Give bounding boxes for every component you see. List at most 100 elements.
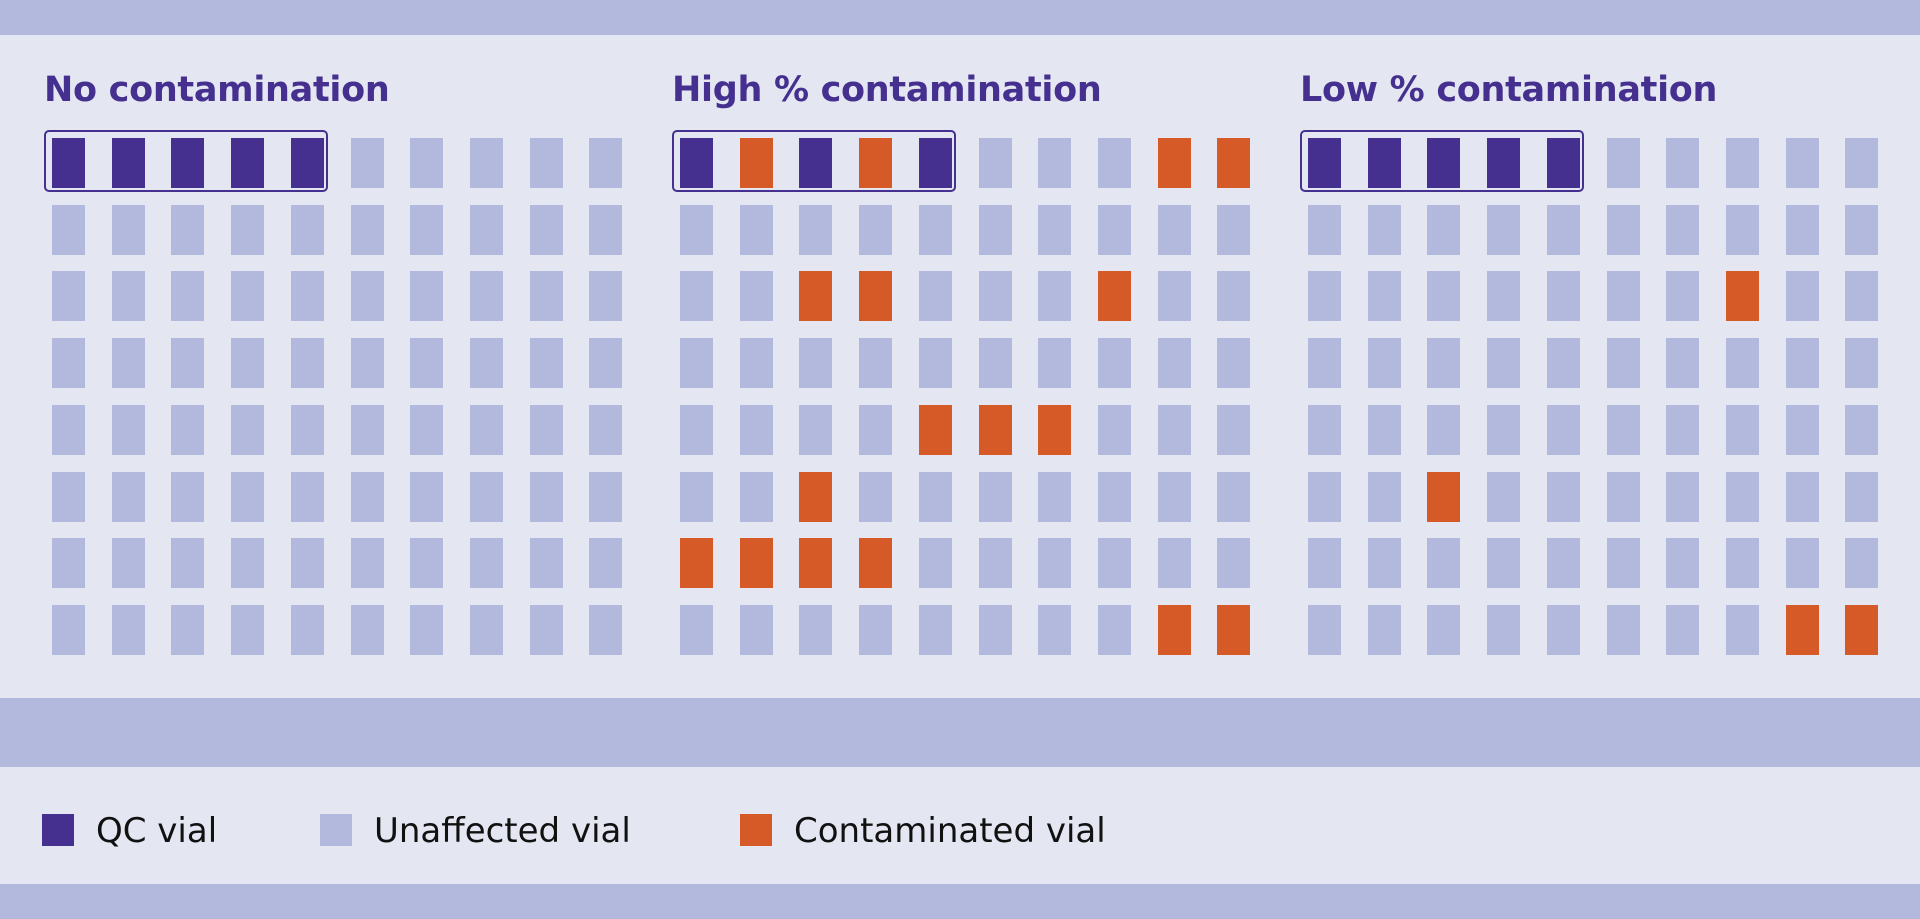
unaffected-vial	[1666, 604, 1700, 655]
unaffected-vial	[1785, 538, 1819, 589]
unaffected-vial	[1845, 338, 1879, 389]
unaffected-vial	[1666, 271, 1700, 322]
unaffected-vial	[1487, 204, 1521, 255]
unaffected-vial	[1606, 404, 1640, 455]
unaffected-vial	[410, 204, 444, 255]
unaffected-vial	[1785, 338, 1819, 389]
unaffected-vial	[1217, 538, 1251, 589]
legend-label: QC vial	[96, 811, 218, 851]
unaffected-vial	[799, 604, 833, 655]
unaffected-vial	[1097, 138, 1131, 188]
unaffected-vial	[290, 404, 324, 455]
unaffected-vial	[171, 604, 205, 655]
unaffected-vial	[1097, 471, 1131, 522]
unaffected-vial	[1487, 471, 1521, 522]
unaffected-vial	[1367, 471, 1401, 522]
unaffected-vial	[978, 271, 1012, 322]
unaffected-vial	[1666, 404, 1700, 455]
unaffected-vial	[171, 204, 205, 255]
unaffected-vial	[1666, 338, 1700, 389]
unaffected-vial	[589, 138, 623, 188]
unaffected-vial	[1367, 204, 1401, 255]
unaffected-vial	[529, 138, 563, 188]
unaffected-vial	[739, 204, 773, 255]
unaffected-vial	[350, 471, 384, 522]
unaffected-vial	[1725, 404, 1759, 455]
contaminated-vial	[859, 138, 893, 188]
unaffected-vial	[680, 604, 713, 655]
unaffected-vial	[739, 604, 773, 655]
unaffected-vial	[469, 404, 503, 455]
unaffected-vial	[469, 471, 503, 522]
contaminated-vial	[1785, 604, 1819, 655]
unaffected-vial	[1785, 271, 1819, 322]
unaffected-vial	[469, 538, 503, 589]
unaffected-vial	[1217, 471, 1251, 522]
contaminated-vial	[680, 538, 713, 589]
contaminated-vial	[739, 538, 773, 589]
unaffected-vial	[410, 271, 444, 322]
unaffected-vial	[1546, 604, 1580, 655]
qc-vial	[1427, 138, 1461, 188]
unaffected-vial	[231, 338, 265, 389]
unaffected-vial	[859, 471, 893, 522]
unaffected-vial	[1546, 404, 1580, 455]
unaffected-vial	[1725, 604, 1759, 655]
unaffected-vial	[171, 471, 205, 522]
unaffected-vial	[1367, 404, 1401, 455]
unaffected-vial	[410, 538, 444, 589]
unaffected-vial	[1606, 204, 1640, 255]
legend: QC vial Unaffected vial Contaminated via…	[0, 767, 1920, 884]
unaffected-vial	[231, 404, 265, 455]
unaffected-vial	[1487, 604, 1521, 655]
unaffected-vial	[589, 204, 623, 255]
contaminated-vial	[799, 271, 833, 322]
unaffected-vial	[52, 471, 85, 522]
unaffected-vial	[111, 604, 145, 655]
unaffected-vial	[111, 204, 145, 255]
unaffected-vial	[1427, 271, 1461, 322]
panel-title: High % contamination	[672, 70, 1102, 110]
unaffected-vial	[1427, 204, 1461, 255]
unaffected-vial	[1487, 271, 1521, 322]
unaffected-vial	[469, 204, 503, 255]
unaffected-vial	[1487, 404, 1521, 455]
unaffected-vial	[290, 471, 324, 522]
unaffected-vial	[589, 271, 623, 322]
qc-vial	[1367, 138, 1401, 188]
unaffected-vial	[1308, 538, 1341, 589]
contaminated-vial	[1097, 271, 1131, 322]
unaffected-vial	[1308, 271, 1341, 322]
unaffected-vial	[1606, 604, 1640, 655]
unaffected-vial	[350, 204, 384, 255]
qc-vial	[799, 138, 833, 188]
unaffected-vial	[410, 404, 444, 455]
unaffected-vial	[1606, 538, 1640, 589]
unaffected-vial	[1606, 471, 1640, 522]
unaffected-vial	[1097, 538, 1131, 589]
unaffected-vial	[1367, 271, 1401, 322]
unaffected-vial	[739, 271, 773, 322]
unaffected-vial	[52, 604, 85, 655]
unaffected-vial	[1038, 471, 1072, 522]
contaminated-vial	[1157, 604, 1191, 655]
qc-vials-outline	[672, 130, 956, 192]
qc-vial	[1308, 138, 1341, 188]
unaffected-swatch	[320, 814, 352, 846]
unaffected-vial	[1308, 471, 1341, 522]
unaffected-vial	[1845, 471, 1879, 522]
unaffected-vial	[290, 538, 324, 589]
unaffected-vial	[1546, 338, 1580, 389]
unaffected-vial	[1666, 138, 1700, 188]
unaffected-vial	[739, 338, 773, 389]
unaffected-vial	[1217, 338, 1251, 389]
unaffected-vial	[111, 471, 145, 522]
contaminated-vial	[859, 538, 893, 589]
unaffected-vial	[1308, 604, 1341, 655]
unaffected-vial	[171, 338, 205, 389]
unaffected-vial	[1785, 404, 1819, 455]
top-band	[0, 0, 1920, 35]
unaffected-vial	[1606, 271, 1640, 322]
unaffected-vial	[589, 404, 623, 455]
unaffected-vial	[1487, 338, 1521, 389]
